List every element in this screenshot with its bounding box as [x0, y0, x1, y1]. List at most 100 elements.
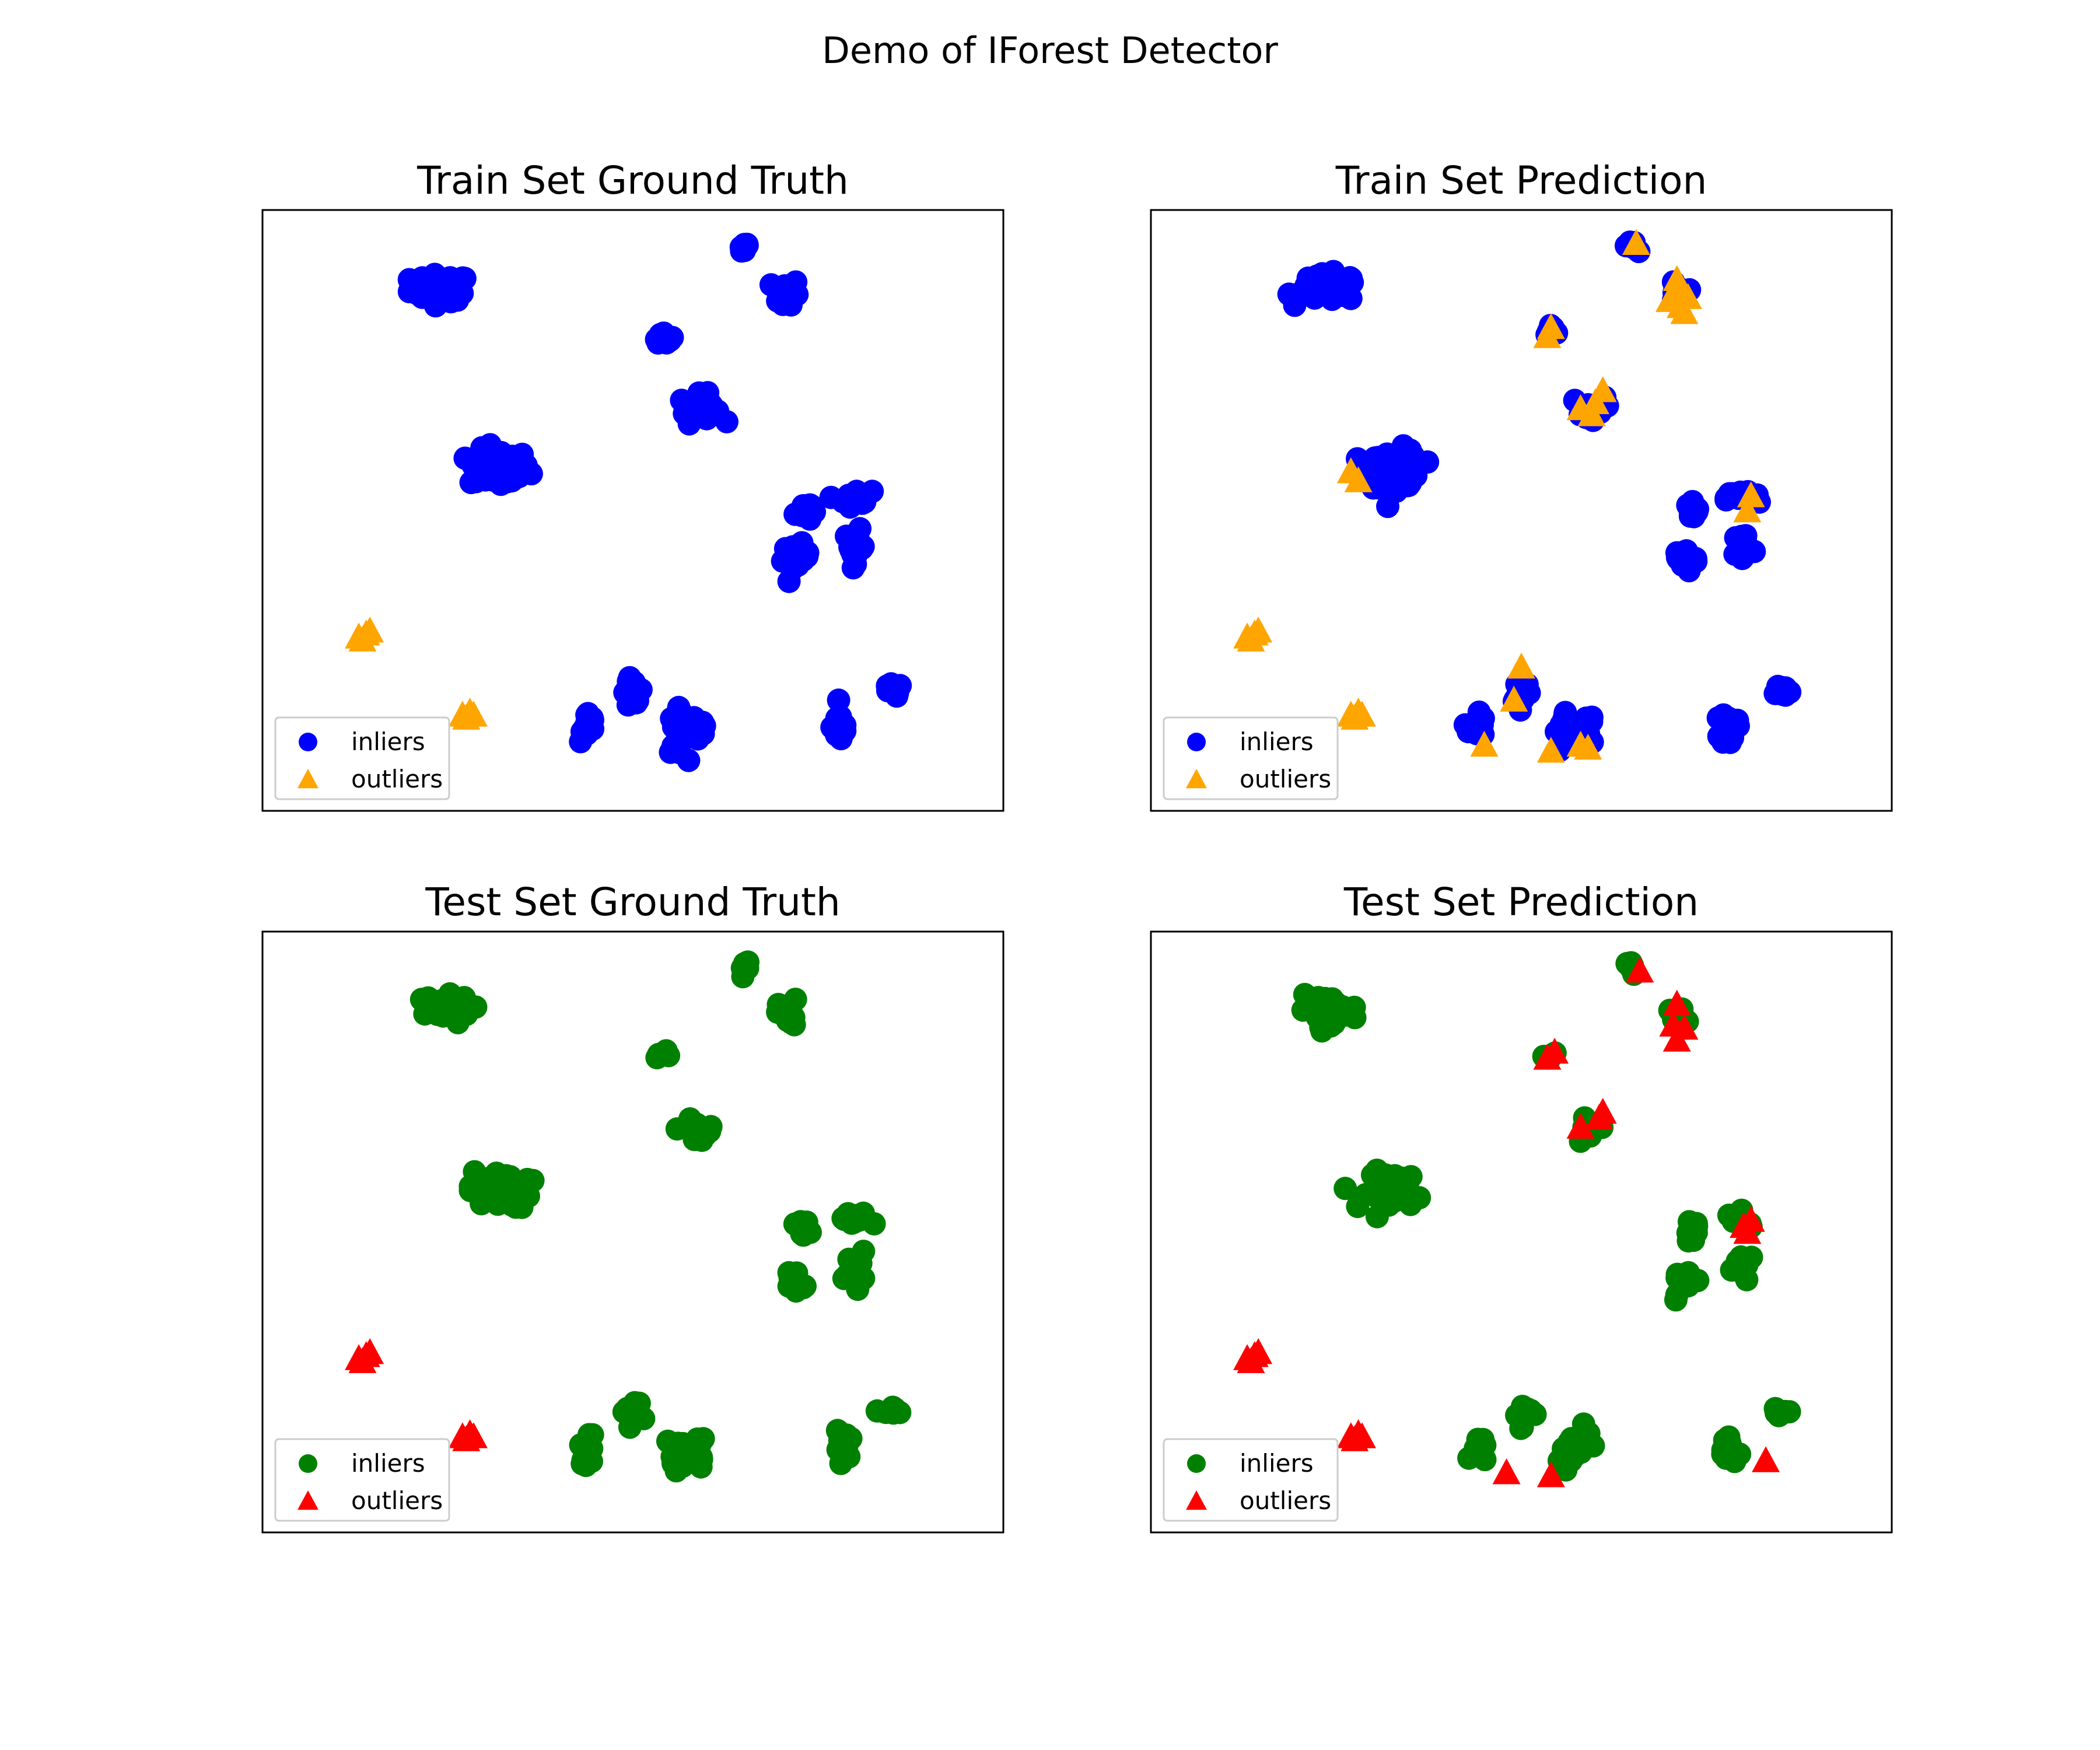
inlier-point [624, 679, 647, 702]
inlier-point [1505, 1404, 1528, 1427]
legend-label: outliers [1240, 765, 1331, 793]
inlier-point [1678, 500, 1702, 524]
outlier-point [1659, 1010, 1688, 1037]
legend-marker-triangle [1186, 769, 1207, 789]
inlier-point [677, 748, 701, 772]
outlier-point [1536, 737, 1565, 763]
outlier-point [1470, 730, 1499, 757]
inlier-point [734, 957, 758, 981]
outlier-point [1662, 1026, 1691, 1052]
inlier-point [848, 1207, 872, 1231]
legend-marker-triangle [298, 769, 318, 789]
legend-label: outliers [351, 1486, 443, 1515]
inlier-point [1673, 1262, 1697, 1286]
subplot-4: Test Set Prediction inliers outliers [1150, 880, 1893, 1534]
inlier-point [1346, 1195, 1370, 1219]
axes-frame [261, 209, 1005, 812]
outlier-point [456, 698, 484, 724]
legend-marker-circle [1187, 1454, 1206, 1473]
inlier-point [663, 1434, 687, 1458]
legend: inliers outliers [1163, 716, 1339, 800]
outlier-point [1674, 283, 1702, 309]
inlier-point [485, 447, 508, 470]
legend-box [274, 1438, 450, 1522]
subplot-title: Train Set Prediction [1335, 158, 1707, 203]
inlier-point [777, 1261, 801, 1284]
inlier-point [1677, 1222, 1701, 1245]
inlier-point [829, 727, 853, 751]
inlier-point [397, 268, 421, 292]
subplot-title: Train Set Ground Truth [416, 158, 849, 203]
legend: inliers outliers [1163, 1438, 1339, 1522]
inlier-point [778, 1005, 802, 1029]
series-outliers [1233, 229, 1765, 763]
inlier-point [841, 556, 865, 580]
subplot-title: Test Set Prediction [1343, 880, 1699, 925]
outlier-point [1237, 1347, 1265, 1373]
inlier-point [876, 674, 900, 698]
outlier-point [1500, 685, 1528, 712]
series-inliers [410, 950, 912, 1483]
legend-label: inliers [1240, 1449, 1314, 1478]
outlier-point [456, 1419, 484, 1446]
inlier-point [759, 273, 783, 297]
inlier-point [777, 277, 801, 301]
inlier-point [1770, 682, 1794, 706]
outlier-point [1733, 496, 1762, 523]
inlier-point [792, 494, 816, 518]
outlier-point [1536, 1461, 1565, 1488]
legend-label: inliers [351, 727, 425, 756]
legend-marker-triangle [1186, 1490, 1207, 1510]
inlier-point [777, 569, 801, 593]
outlier-point [1662, 989, 1691, 1016]
legend-box [1163, 716, 1339, 800]
inlier-point [1283, 293, 1307, 317]
subplot-3: Test Set Ground Truth inliers outliers [261, 880, 1005, 1534]
outlier-point [1752, 1446, 1780, 1472]
inlier-point [1665, 1283, 1689, 1307]
axes-frame [261, 930, 1005, 1534]
inlier-point [1717, 482, 1741, 506]
inlier-point [688, 713, 711, 737]
legend-marker-circle [1187, 733, 1206, 751]
inlier-point [851, 534, 875, 558]
inlier-point [848, 517, 872, 541]
outlier-point [1737, 481, 1765, 508]
inlier-point [1322, 280, 1346, 304]
outlier-point [1585, 1104, 1614, 1130]
inlier-point [692, 1116, 716, 1140]
inlier-point [657, 1044, 681, 1068]
inlier-point [698, 391, 722, 415]
outlier-point [1662, 265, 1691, 291]
legend-box [274, 716, 450, 800]
inlier-point [844, 483, 868, 506]
inlier-point [1763, 1396, 1787, 1420]
legend-box [1163, 1438, 1339, 1522]
axes-frame [1150, 930, 1893, 1534]
legend-label: outliers [1240, 1486, 1331, 1515]
series-outliers [345, 1338, 488, 1451]
inlier-point [1713, 724, 1737, 748]
inlier-point [1714, 1428, 1738, 1452]
outlier-point [1566, 1112, 1595, 1139]
figure-suptitle: Demo of IForest Detector [822, 29, 1278, 72]
inlier-point [1734, 528, 1757, 552]
inlier-point [819, 485, 843, 509]
inlier-point [845, 1253, 869, 1277]
inlier-point [685, 1432, 709, 1455]
subplot-2: Train Set Prediction inliers outliers [1150, 158, 1893, 812]
outlier-point [1492, 1458, 1521, 1485]
outlier-point [1533, 1044, 1562, 1070]
inlier-point [1470, 715, 1493, 738]
inlier-point [1329, 996, 1353, 1020]
inlier-point [1470, 1438, 1494, 1462]
series-outliers [1233, 956, 1780, 1488]
inlier-point [1665, 545, 1689, 569]
outlier-point [348, 625, 377, 652]
inlier-point [1365, 1205, 1389, 1228]
inlier-point [622, 1404, 646, 1428]
inlier-point [883, 1397, 907, 1421]
inlier-point [1334, 1177, 1357, 1200]
series-outliers [345, 617, 488, 730]
outlier-point [1533, 322, 1562, 348]
